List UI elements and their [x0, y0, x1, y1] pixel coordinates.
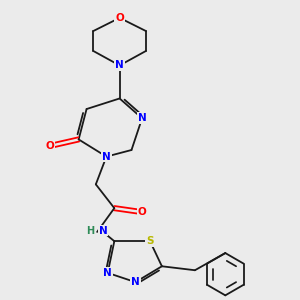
Text: N: N: [102, 152, 111, 162]
Text: N: N: [99, 226, 107, 236]
Text: S: S: [146, 236, 154, 246]
Text: O: O: [138, 207, 146, 217]
Text: O: O: [45, 141, 54, 151]
Text: N: N: [138, 113, 146, 123]
Text: N: N: [103, 268, 112, 278]
Text: N: N: [131, 277, 140, 287]
Text: O: O: [115, 13, 124, 23]
Text: N: N: [115, 60, 124, 70]
Text: H: H: [86, 226, 94, 236]
